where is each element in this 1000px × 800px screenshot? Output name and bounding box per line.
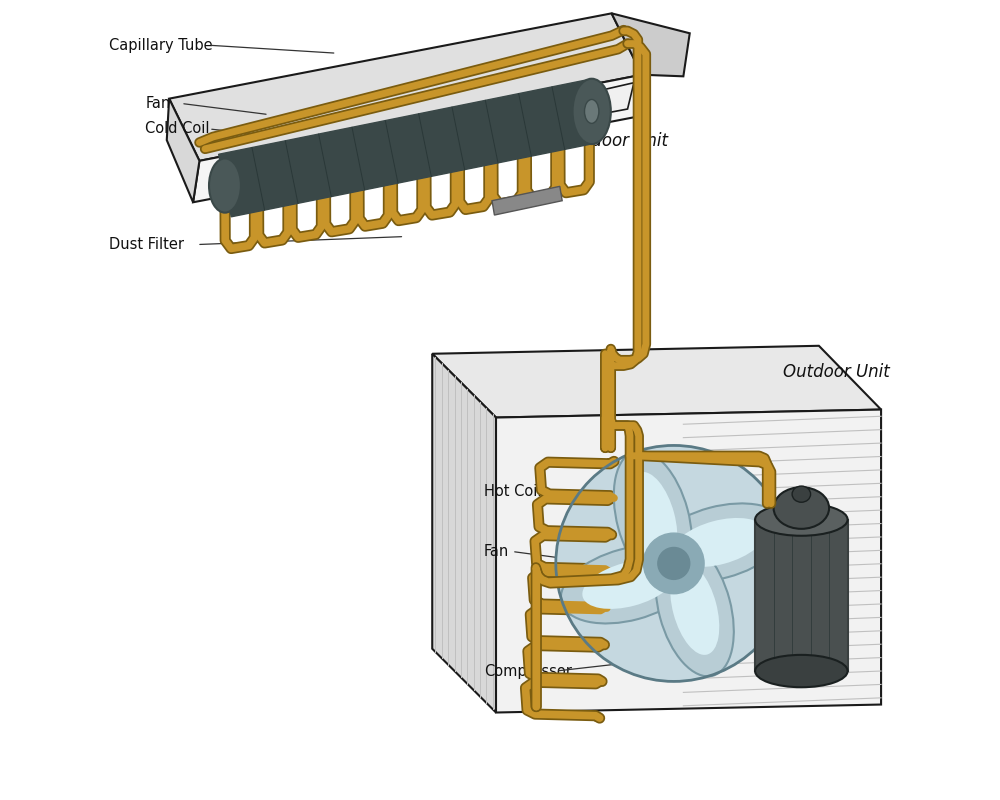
- Ellipse shape: [573, 78, 611, 144]
- Ellipse shape: [774, 487, 829, 529]
- Text: Outdoor Unit: Outdoor Unit: [783, 363, 890, 381]
- Ellipse shape: [755, 503, 848, 536]
- Polygon shape: [193, 74, 642, 202]
- Polygon shape: [432, 346, 881, 418]
- Ellipse shape: [582, 560, 675, 609]
- Circle shape: [643, 533, 704, 594]
- Ellipse shape: [585, 99, 599, 123]
- Text: Hot Coil: Hot Coil: [484, 484, 542, 499]
- Ellipse shape: [614, 450, 692, 586]
- Polygon shape: [755, 519, 848, 671]
- Polygon shape: [432, 354, 496, 713]
- Ellipse shape: [670, 562, 719, 655]
- Ellipse shape: [755, 655, 848, 687]
- Polygon shape: [612, 14, 690, 76]
- Ellipse shape: [656, 540, 734, 676]
- Circle shape: [556, 446, 792, 682]
- Text: Dust Filter: Dust Filter: [109, 237, 184, 252]
- Text: Capillary Tube: Capillary Tube: [109, 38, 213, 53]
- Ellipse shape: [651, 503, 787, 582]
- Polygon shape: [167, 98, 199, 202]
- Polygon shape: [492, 186, 562, 215]
- Text: Indoor Unit: Indoor Unit: [576, 132, 668, 150]
- Text: Compressor: Compressor: [484, 663, 572, 678]
- Polygon shape: [169, 14, 642, 161]
- Polygon shape: [219, 80, 598, 217]
- Text: Fan: Fan: [484, 544, 509, 559]
- Circle shape: [658, 547, 690, 579]
- Ellipse shape: [792, 486, 811, 502]
- Text: Fan: Fan: [145, 96, 170, 111]
- Polygon shape: [217, 82, 634, 186]
- Ellipse shape: [561, 546, 697, 623]
- Ellipse shape: [628, 472, 677, 565]
- Text: Cold Coil: Cold Coil: [145, 122, 210, 137]
- Polygon shape: [496, 410, 881, 713]
- Ellipse shape: [209, 158, 241, 213]
- Ellipse shape: [672, 518, 765, 567]
